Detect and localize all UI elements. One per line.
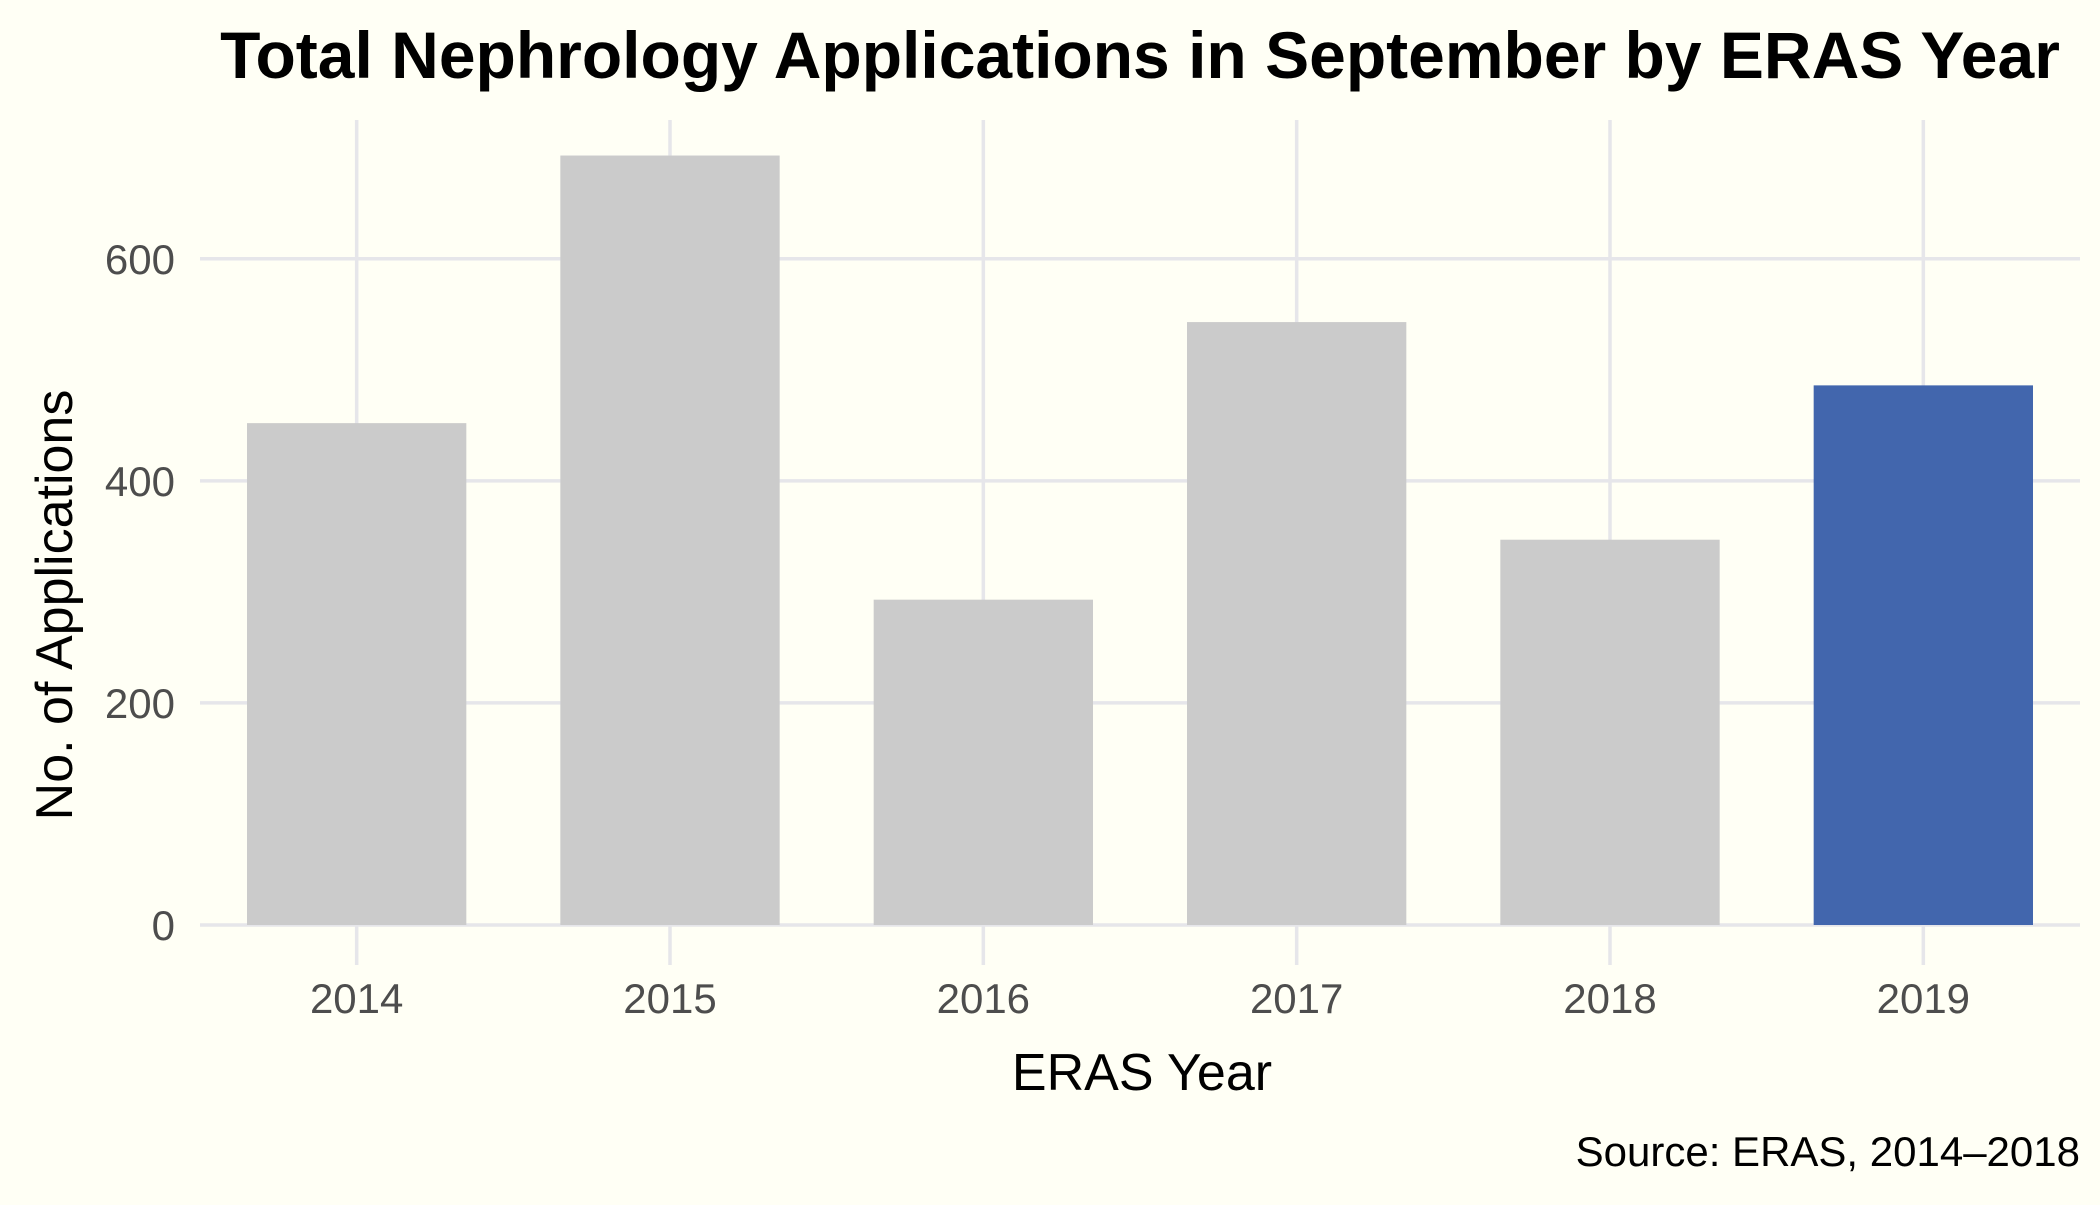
bar-2016 <box>873 599 1093 925</box>
y-tick-label: 0 <box>152 902 175 949</box>
y-tick-label: 200 <box>105 680 175 727</box>
x-tick-label: 2017 <box>1250 975 1343 1022</box>
bar-2018 <box>1500 539 1720 925</box>
x-tick-label: 2014 <box>310 975 403 1022</box>
bar-2014 <box>247 423 467 925</box>
y-tick-labels: 0 200 400 600 <box>105 236 175 949</box>
bar-layer <box>247 155 2033 926</box>
x-tick-label: 2018 <box>1563 975 1656 1022</box>
x-tick-label: 2019 <box>1877 975 1970 1022</box>
y-axis-title: No. of Applications <box>26 390 84 821</box>
x-axis-title: ERAS Year <box>1012 1044 1272 1102</box>
bar-2019 <box>1813 385 2033 925</box>
y-tick-label: 600 <box>105 236 175 283</box>
x-tick-labels: 2014 2015 2016 2017 2018 2019 <box>310 975 1970 1022</box>
x-tick-label: 2015 <box>623 975 716 1022</box>
x-tick-label: 2016 <box>937 975 1030 1022</box>
bar-2017 <box>1187 322 1407 925</box>
y-tick-label: 400 <box>105 458 175 505</box>
bar-2015 <box>560 155 780 926</box>
source-caption: Source: ERAS, 2014–2018 <box>1576 1128 2080 1175</box>
chart-title: Total Nephrology Applications in Septemb… <box>220 18 2060 92</box>
